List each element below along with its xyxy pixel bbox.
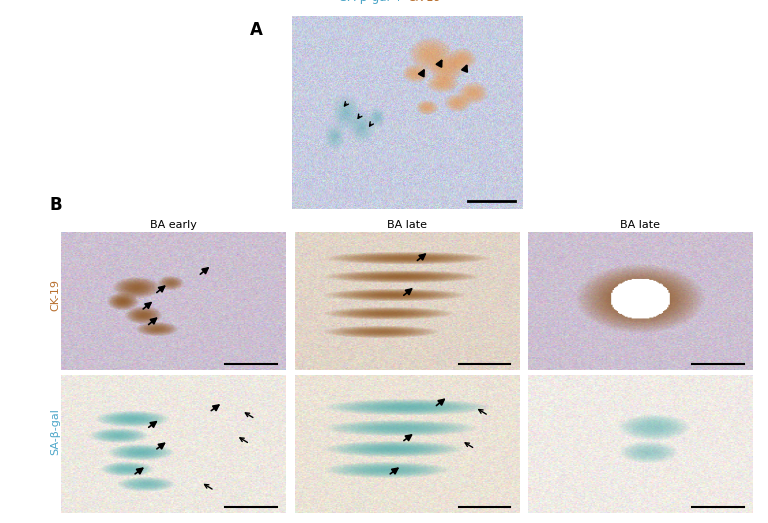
Text: A: A <box>250 21 263 39</box>
Text: CK-19: CK-19 <box>50 279 61 312</box>
Text: SA-β-gal +: SA-β-gal + <box>339 0 407 4</box>
Text: B: B <box>50 196 62 214</box>
Text: SA-β-gal: SA-β-gal <box>50 408 61 455</box>
Title: BA late: BA late <box>387 220 427 230</box>
Text: CK-19: CK-19 <box>407 0 441 4</box>
Title: BA early: BA early <box>151 220 197 230</box>
Title: BA late: BA late <box>621 220 660 230</box>
